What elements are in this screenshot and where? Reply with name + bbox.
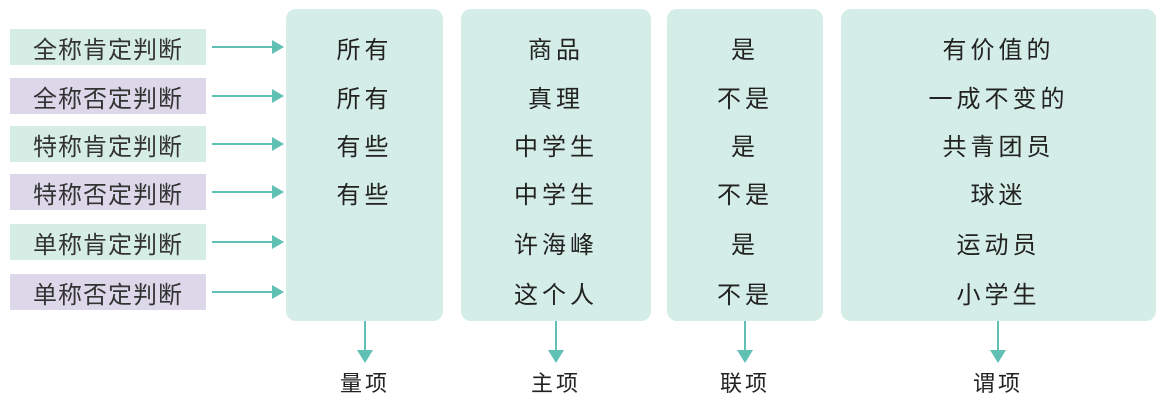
- predicate-cell: 有价值的: [942, 35, 1055, 64]
- quantifier-cell: 所有: [336, 35, 393, 64]
- arrow-right-icon: [212, 285, 284, 299]
- arrow-right-icon: [212, 89, 284, 103]
- subject-term-label: 主项: [530, 372, 581, 397]
- subject-cell: 中学生: [514, 180, 598, 209]
- quantifier-panel: 所有 所有 有些 有些: [286, 9, 443, 321]
- predicate-cell: 运动员: [956, 230, 1041, 259]
- quantifier-cell: [286, 274, 443, 310]
- predicate-term-label: 谓项: [972, 372, 1023, 397]
- arrow-down-icon: [737, 321, 753, 363]
- arrow-down-icon: [990, 321, 1006, 363]
- subject-cell: 商品: [528, 35, 584, 64]
- subject-cell: 真理: [528, 84, 584, 113]
- arrow-right-icon: [212, 137, 284, 151]
- judgment-type-label: 单称肯定判断: [10, 224, 206, 260]
- quantifier-cell: 有些: [336, 132, 393, 161]
- predicate-cell: 球迷: [970, 180, 1027, 209]
- copula-cell: 是: [731, 132, 759, 161]
- arrow-right-icon: [212, 40, 284, 54]
- copula-cell: 不是: [717, 280, 773, 309]
- predicate-panel: 有价值的 一成不变的 共青团员 球迷 运动员 小学生: [841, 9, 1156, 321]
- arrow-down-icon: [357, 321, 373, 363]
- judgment-type-label: 特称否定判断: [10, 174, 206, 210]
- predicate-cell: 一成不变的: [928, 84, 1069, 113]
- copula-cell: 是: [731, 35, 759, 64]
- arrow-down-icon: [548, 321, 564, 363]
- quantifier-cell: [286, 224, 443, 260]
- subject-panel: 商品 真理 中学生 中学生 许海峰 这个人: [461, 9, 651, 321]
- subject-cell: 中学生: [514, 132, 598, 161]
- judgment-type-label: 全称否定判断: [10, 78, 206, 114]
- quantifier-term-label: 量项: [339, 372, 390, 397]
- quantifier-cell: 有些: [336, 180, 393, 209]
- copula-term-label: 联项: [719, 372, 770, 397]
- copula-panel: 是 不是 是 不是 是 不是: [667, 9, 823, 321]
- copula-cell: 不是: [717, 84, 773, 113]
- arrow-right-icon: [212, 185, 284, 199]
- predicate-cell: 小学生: [956, 280, 1041, 309]
- judgment-type-label: 特称肯定判断: [10, 126, 206, 162]
- copula-cell: 是: [731, 230, 759, 259]
- subject-cell: 这个人: [514, 280, 598, 309]
- predicate-cell: 共青团员: [942, 132, 1055, 161]
- judgment-type-label: 单称否定判断: [10, 274, 206, 310]
- quantifier-cell: 所有: [336, 84, 393, 113]
- judgment-type-label: 全称肯定判断: [10, 29, 206, 65]
- copula-cell: 不是: [717, 180, 773, 209]
- arrow-right-icon: [212, 235, 284, 249]
- subject-cell: 许海峰: [514, 230, 598, 259]
